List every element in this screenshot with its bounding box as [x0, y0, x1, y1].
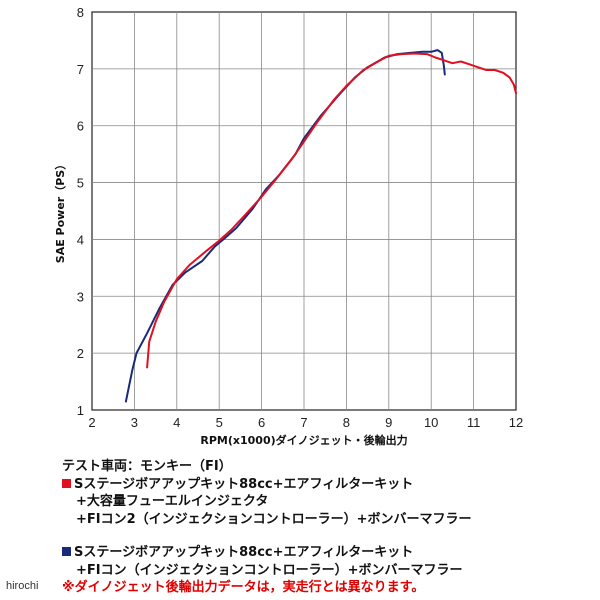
x-tick-label: 12: [509, 415, 523, 430]
series-lines: [124, 49, 517, 403]
legend-red-line-1: Sステージボアアップキット88cc+エアフィルターキット: [62, 476, 582, 494]
legend-red-text-1: Sステージボアアップキット88cc+エアフィルターキット: [74, 476, 414, 492]
x-tick-label: 4: [173, 415, 180, 430]
legend-blue-swatch: [62, 547, 71, 556]
y-tick-label: 5: [77, 176, 84, 191]
legend-blue-text-1: Sステージボアアップキット88cc+エアフィルターキット: [74, 545, 414, 560]
legend-blue-line-2: +FIコン（インジェクションコントローラー）+ボンバーマフラー: [76, 562, 463, 578]
y-tick-label: 3: [77, 289, 84, 304]
test-vehicle-label: テスト車両：モンキー（FI）: [62, 459, 232, 474]
y-tick-label: 8: [77, 5, 84, 20]
y-tick-label: 1: [77, 403, 84, 418]
x-tick-label: 7: [300, 415, 307, 430]
x-tick-label: 9: [385, 415, 392, 430]
disclaimer-note: ※ダイノジェット後輪出力データは，実走行とは異なります。: [62, 580, 425, 595]
y-tick-label: 7: [77, 62, 84, 77]
legend-red-line-3: +FIコン2（インジェクションコントローラー）+ボンバーマフラー: [76, 511, 472, 527]
series-line-red: [146, 52, 517, 369]
grid-lines: [92, 12, 516, 410]
y-tick-label: 4: [77, 232, 84, 247]
legend-blue-line-1: Sステージボアアップキット88cc+エアフィルターキット: [62, 544, 582, 562]
x-tick-label: 2: [88, 415, 95, 430]
x-tick-label: 5: [216, 415, 223, 430]
y-tick-label: 6: [77, 119, 84, 134]
x-tick-label: 10: [424, 415, 438, 430]
x-axis-title: RPM(x1000)ダイノジェット・後輪出力: [200, 433, 407, 447]
y-axis-title: SAE Power（PS）: [54, 159, 67, 263]
legend-red-line-2: +大容量フューエルインジェクタ: [76, 494, 269, 509]
y-tick-label: 2: [77, 346, 84, 361]
watermark: hirochi: [6, 580, 39, 592]
legend-red-swatch: [62, 478, 71, 488]
legend: テスト車両：モンキー（FI） Sステージボアアップキット88cc+エアフィルター…: [62, 458, 582, 597]
x-tick-label: 3: [131, 415, 138, 430]
x-tick-label: 11: [467, 415, 481, 430]
x-tick-label: 6: [258, 415, 265, 430]
x-tick-label: 8: [343, 415, 350, 430]
